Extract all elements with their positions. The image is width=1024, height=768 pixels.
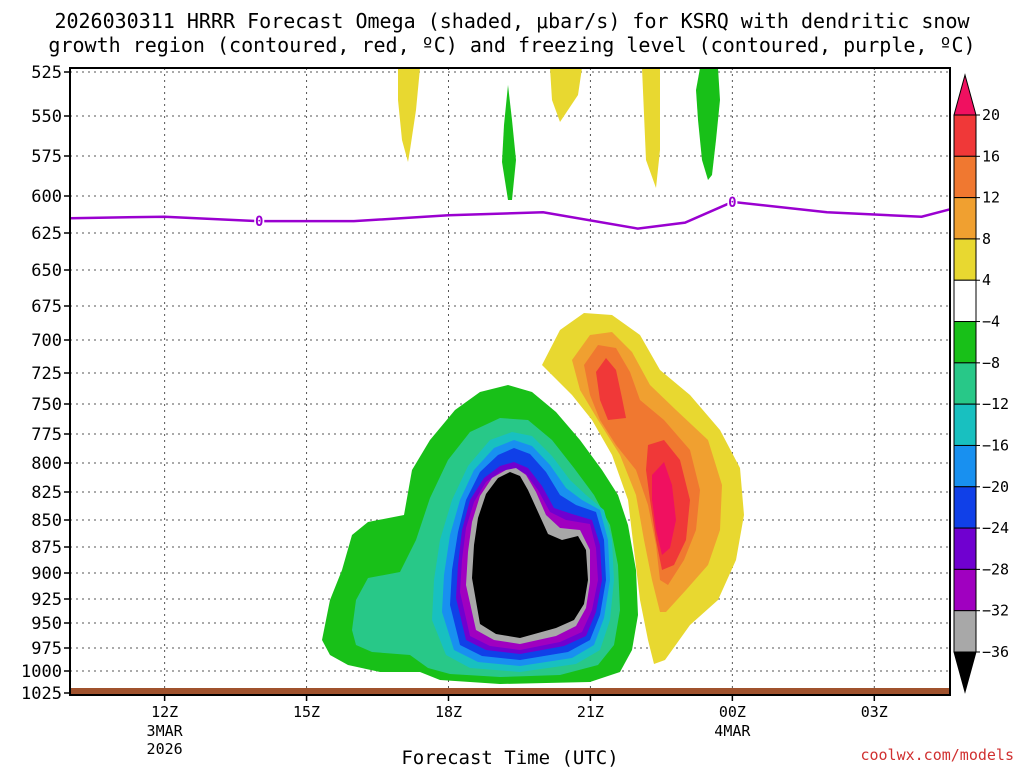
omega-upper-positive-3 xyxy=(642,68,660,188)
omega-positive-plume-red xyxy=(596,358,626,420)
y-tick-label: 750 xyxy=(31,395,62,415)
colorbar-label: −20 xyxy=(982,478,1009,496)
y-tick-label: 575 xyxy=(31,147,62,167)
colorbar: 20 16 12 8 4 −4 −8 −12 −16 −20 −24 −28 −32 −36 xyxy=(953,73,1009,694)
colorbar-segment xyxy=(953,155,977,199)
y-tick-label: 525 xyxy=(31,63,62,83)
colorbar-segment xyxy=(953,568,977,612)
y-tick-label: 850 xyxy=(31,511,62,531)
x-axis-title: Forecast Time (UTC) xyxy=(401,747,618,768)
colorbar-segment xyxy=(953,486,977,529)
omega-upper-negative-1 xyxy=(502,85,516,200)
colorbar-segment xyxy=(953,279,977,323)
ground-strip xyxy=(70,688,950,695)
y-tick-label: 675 xyxy=(31,297,62,317)
y-tick-label: 975 xyxy=(31,639,62,659)
colorbar-top-arrow xyxy=(953,73,977,116)
colorbar-label: −36 xyxy=(982,643,1009,661)
colorbar-label: −32 xyxy=(982,602,1009,620)
colorbar-segment xyxy=(953,197,977,240)
credit-text: coolwx.com/models xyxy=(860,746,1014,764)
freezing-level-label: 0 xyxy=(728,195,736,211)
omega-shading xyxy=(322,68,744,684)
y-tick-label: 825 xyxy=(31,483,62,503)
freezing-level-contour: 00 xyxy=(69,194,951,230)
colorbar-label: −16 xyxy=(982,436,1009,454)
x-tick-label: 00Z xyxy=(719,703,746,721)
colorbar-segment xyxy=(953,527,977,570)
y-tick-label: 600 xyxy=(31,187,62,207)
omega-upper-negative-2 xyxy=(696,68,720,180)
colorbar-segment xyxy=(953,610,977,653)
y-tick-label: 1025 xyxy=(21,684,62,704)
y-tick-label: 625 xyxy=(31,224,62,244)
y-axis: 525 550 575 600 625 650 675 700 725 750 775 800 825 8… xyxy=(21,63,70,704)
x-tick-sublabel: 4MAR xyxy=(714,722,751,740)
y-tick-label: 700 xyxy=(31,331,62,351)
y-tick-label: 950 xyxy=(31,614,62,634)
colorbar-segment xyxy=(953,238,977,281)
omega-upper-positive-2 xyxy=(550,68,582,122)
colorbar-label: 16 xyxy=(982,147,1000,165)
colorbar-segment xyxy=(953,321,977,364)
x-tick-label: 21Z xyxy=(577,703,604,721)
colorbar-bottom-arrow xyxy=(953,651,977,694)
x-tick-label: 18Z xyxy=(435,703,462,721)
colorbar-label: −12 xyxy=(982,395,1009,413)
y-tick-label: 1000 xyxy=(21,662,62,682)
plot-border xyxy=(69,67,951,696)
chart-title-line-1: 2026030311 HRRR Forecast Omega (shaded, … xyxy=(54,9,970,33)
omega-positive-plume-magenta xyxy=(652,462,676,555)
omega-core-black xyxy=(472,472,588,638)
x-tick-sublabel: 2026 xyxy=(147,740,183,758)
colorbar-segment xyxy=(953,114,977,157)
colorbar-label: 8 xyxy=(982,230,991,248)
x-tick-sublabel: 3MAR xyxy=(147,722,184,740)
freezing-level-label-bg xyxy=(254,214,265,229)
colorbar-label: 12 xyxy=(982,189,1000,207)
y-tick-label: 550 xyxy=(31,107,62,127)
colorbar-label: −24 xyxy=(982,519,1009,537)
freezing-level-label-bg xyxy=(727,194,738,209)
y-tick-label: 925 xyxy=(31,590,62,610)
y-tick-label: 900 xyxy=(31,564,62,584)
colorbar-label: 4 xyxy=(982,271,991,289)
x-tick-label: 12Z xyxy=(151,703,178,721)
colorbar-segment xyxy=(953,444,977,488)
omega-upper-positive-1 xyxy=(398,68,420,162)
colorbar-label: −28 xyxy=(982,560,1009,578)
chart-title-line-2: growth region (contoured, red, ºC) and f… xyxy=(48,33,975,57)
y-tick-label: 775 xyxy=(31,425,62,445)
x-tick-label: 03Z xyxy=(861,703,888,721)
y-tick-label: 875 xyxy=(31,538,62,558)
y-tick-label: 725 xyxy=(31,364,62,384)
colorbar-label: −8 xyxy=(982,354,1000,372)
y-tick-label: 800 xyxy=(31,454,62,474)
colorbar-label: −4 xyxy=(982,313,1000,331)
freezing-level-line xyxy=(69,200,951,230)
x-tick-label: 15Z xyxy=(293,703,320,721)
y-tick-label: 650 xyxy=(31,261,62,281)
colorbar-segment xyxy=(953,403,977,446)
colorbar-segment xyxy=(953,362,977,405)
colorbar-label: 20 xyxy=(982,106,1000,124)
freezing-level-label: 0 xyxy=(255,214,263,230)
